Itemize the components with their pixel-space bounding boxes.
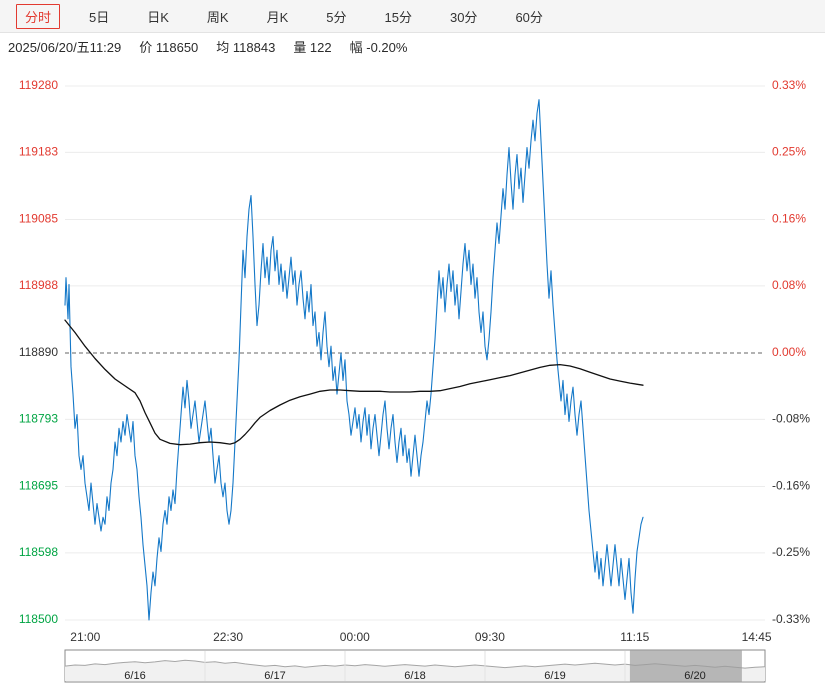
period-tab-8[interactable]: 60分	[515, 9, 543, 25]
y-axis-label-left: 118793	[19, 412, 58, 426]
y-axis-label-left: 119280	[19, 78, 58, 92]
y-axis-label-left: 119183	[19, 145, 58, 159]
x-axis-label: 00:00	[340, 630, 370, 644]
navigator-window[interactable]	[629, 650, 742, 682]
y-axis-label-right: -0.08%	[772, 412, 810, 426]
x-axis-label: 21:00	[70, 630, 100, 644]
y-axis-label-right: 0.33%	[772, 78, 806, 92]
period-tab-1[interactable]: 5日	[89, 9, 110, 25]
navigator-date-label: 6/19	[544, 670, 565, 682]
period-tab-5[interactable]: 5分	[326, 9, 347, 25]
info-change: 幅 -0.20%	[349, 40, 408, 55]
y-axis-label-right: -0.33%	[772, 612, 810, 626]
period-tab-2[interactable]: 日K	[147, 9, 169, 25]
y-axis-label-left: 118598	[19, 545, 58, 559]
navigator-date-label: 6/18	[404, 670, 425, 682]
y-axis-label-right: 0.25%	[772, 145, 806, 159]
period-tab-0[interactable]: 分时	[16, 3, 61, 29]
x-axis-label: 14:45	[742, 630, 772, 644]
y-axis-label-right: -0.25%	[772, 545, 810, 559]
average-line	[64, 319, 644, 446]
y-axis-label-left: 118500	[19, 612, 58, 626]
x-axis-label: 22:30	[213, 630, 243, 644]
date-navigator: 6/16 6/17 6/18 6/19 6/20	[0, 648, 825, 687]
period-tab-7[interactable]: 30分	[449, 9, 478, 25]
info-datetime: 2025/06/20/五11:29	[8, 40, 122, 55]
y-axis-label-right: 0.08%	[772, 278, 806, 292]
period-tabbar: 分时 5日 日K 周K 月K 5分 15分 30分 60分	[0, 0, 825, 33]
y-axis-label-right: -0.16%	[772, 479, 810, 493]
y-axis-label-left: 118890	[19, 345, 58, 359]
navigator-canvas: 6/16 6/17 6/18 6/19 6/20	[64, 649, 766, 683]
info-volume: 量 122	[293, 40, 332, 55]
period-tab-4[interactable]: 月K	[266, 9, 289, 25]
info-price: 价 118650	[139, 40, 199, 55]
chart-plot-area[interactable]	[65, 86, 765, 620]
quote-infobar: 2025/06/20/五11:29 价 118650 均 118843 量 122 幅 …	[0, 33, 825, 60]
price-line	[64, 99, 644, 621]
period-tab-3[interactable]: 周K	[206, 9, 229, 25]
y-axis-label-right: 0.00%	[772, 345, 806, 359]
y-axis-label-left: 119085	[19, 212, 58, 226]
info-average: 均 118843	[216, 40, 276, 55]
main-chart: 119280 0.33% 119183 0.25% 119085 0.16% 118988 0…	[0, 60, 825, 648]
navigator-date-label: 6/17	[264, 670, 285, 682]
y-axis-label-left: 118988	[19, 278, 58, 292]
navigator-date-label: 6/20	[684, 670, 705, 682]
y-axis-label-right: 0.16%	[772, 212, 806, 226]
navigator-sparkline-fill	[65, 660, 765, 681]
y-axis-label-left: 118695	[19, 479, 58, 493]
x-axis-label: 09:30	[475, 630, 505, 644]
navigator-date-label: 6/16	[124, 670, 145, 682]
period-tab-6[interactable]: 15分	[384, 9, 412, 25]
minute-chart-canvas: 119280 0.33% 119183 0.25% 119085 0.16% 118988 0…	[19, 78, 811, 644]
x-axis-label: 11:15	[620, 630, 649, 644]
